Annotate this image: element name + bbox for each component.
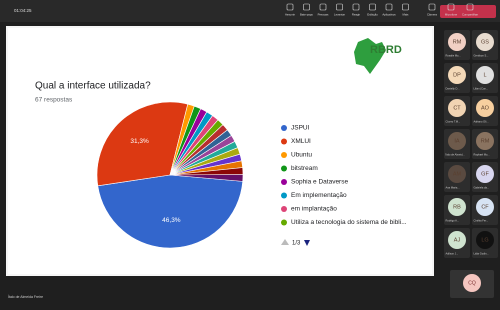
participant-name: Adriano Oli... xyxy=(474,120,489,124)
toolbar-label[interactable]: Levantar xyxy=(334,13,345,17)
legend-label: em implantação xyxy=(291,206,337,213)
participant-initials: CT xyxy=(453,105,461,111)
slice-label: 31,3% xyxy=(130,138,149,145)
participant-initials: IA xyxy=(454,138,460,144)
participant-initials: RB xyxy=(453,204,461,210)
legend-swatch xyxy=(281,125,287,131)
participant-initials: RM xyxy=(453,39,462,45)
participant-initials: DP xyxy=(453,72,461,78)
participant-name: Genilson S... xyxy=(474,54,489,58)
participant-initials: LG xyxy=(481,237,488,243)
participant-initials: AO xyxy=(481,105,490,111)
toolbar-label[interactable]: Exibição xyxy=(367,13,378,17)
pager: 1/3 xyxy=(292,241,301,247)
legend-swatch xyxy=(281,220,287,226)
participant-initials: AM xyxy=(453,171,462,177)
logo-text: RBRD xyxy=(370,44,402,56)
legend-label: XMLUI xyxy=(291,138,311,145)
timer: 01:04:25 xyxy=(14,8,32,13)
participant-name: Gabriela da... xyxy=(474,186,490,190)
legend-label: JSPUI xyxy=(291,125,310,132)
top-bar xyxy=(0,0,500,22)
participant-initials: AJ xyxy=(454,237,461,243)
legend-label: Utiliza a tecnologia do sistema de bibli… xyxy=(291,219,407,226)
legend-label: Ubuntu xyxy=(291,152,312,159)
toolbar-label[interactable]: Microfone xyxy=(445,13,458,17)
toolbar-label[interactable]: Câmera xyxy=(427,13,437,17)
toolbar-label[interactable]: Mais xyxy=(403,13,410,17)
self-initials: CQ xyxy=(468,280,476,286)
toolbar-label[interactable]: Compartilhar xyxy=(462,13,478,17)
slice-label: 46,3% xyxy=(162,217,181,224)
legend-swatch xyxy=(281,179,287,185)
toolbar-label[interactable]: Assumir xyxy=(285,13,295,17)
participant-name: Lidia Godin... xyxy=(474,252,490,256)
presenter-name: Ítalo de Almeida Freire xyxy=(8,295,43,299)
legend-swatch xyxy=(281,139,287,145)
toolbar-label[interactable]: Pessoas xyxy=(318,13,329,17)
pie: 46,3% 31,3% xyxy=(97,102,243,248)
participant-initials: L xyxy=(483,72,486,78)
participant-name: Cinthia Fer... xyxy=(474,219,489,223)
participant-name: Danielly D... xyxy=(446,87,460,91)
chart-title: Qual a interface utilizada? xyxy=(35,81,151,92)
legend-swatch xyxy=(281,166,287,172)
legend-swatch xyxy=(281,206,287,212)
participant-name: Ítalo de Almeid... xyxy=(446,153,465,157)
participant-initials: GF xyxy=(481,171,489,177)
participant-name: Adilson J... xyxy=(446,252,459,256)
toolbar-label[interactable]: Aplicativos xyxy=(382,13,396,17)
participant-name: Rosalie Mo... xyxy=(446,54,461,58)
participant-name: Lilian (Con... xyxy=(474,87,489,91)
legend-swatch xyxy=(281,193,287,199)
legend-label: Em implementação xyxy=(291,192,347,199)
chart-subtitle: 67 respostas xyxy=(35,97,73,104)
participant-name: Ana Maria... xyxy=(446,186,460,190)
participant-initials: RM xyxy=(481,138,490,144)
legend-label: Sophia e Dataverse xyxy=(291,179,348,186)
screen: 01:04:25 RBRD Qual a interface utilizada… xyxy=(0,0,500,305)
toolbar-label[interactable]: Reagir xyxy=(352,13,360,17)
legend-swatch xyxy=(281,152,287,158)
participant-name: Cícero T.M... xyxy=(446,120,461,124)
toolbar-label[interactable]: Bate-papo xyxy=(300,13,313,17)
participant-initials: GS xyxy=(481,39,489,45)
participant-name: Raphael Mo... xyxy=(474,153,490,157)
participant-initials: CF xyxy=(481,204,489,210)
participant-name: Rodrigo A... xyxy=(446,219,460,223)
legend-label: bitstream xyxy=(291,165,318,172)
